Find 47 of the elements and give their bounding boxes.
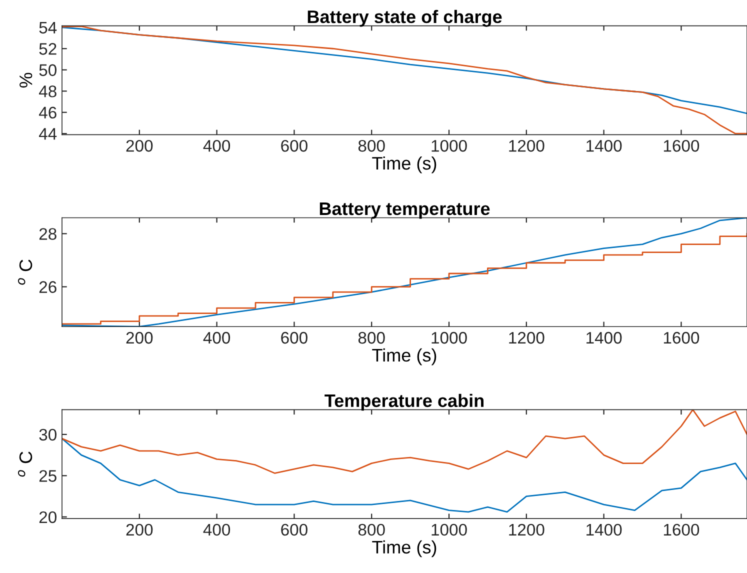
line-series	[62, 218, 747, 327]
chart-title: Battery temperature	[320, 202, 490, 219]
x-axis-title: Time (s)	[372, 540, 436, 558]
y-tick-label: 54	[39, 22, 57, 34]
x-tick-label: 1000	[432, 332, 467, 344]
x-tick-label: 1400	[586, 332, 622, 344]
y-tick-label: 44	[38, 128, 57, 140]
x-tick-label: 1200	[509, 140, 544, 152]
x-tick-label: 200	[126, 140, 153, 152]
y-tick-label: 52	[39, 43, 56, 55]
x-tick-label: 1600	[664, 524, 700, 536]
x-axis-title: Time (s)	[372, 348, 436, 366]
y-axis-title: $^{o}$ C	[18, 452, 32, 477]
x-tick-label: 400	[203, 332, 230, 344]
x-tick-label: 1400	[586, 140, 622, 152]
x-tick-label: 1000	[432, 524, 467, 536]
y-tick-label: 48	[38, 86, 56, 98]
x-tick-label: 800	[358, 332, 385, 344]
line-series	[62, 438, 747, 513]
x-tick-label: 200	[126, 332, 153, 344]
y-tick-label: 46	[38, 106, 56, 119]
x-axis-title: Time (s)	[372, 156, 436, 174]
y-tick-label: 50	[39, 64, 56, 76]
y-tick-label: 20	[39, 511, 56, 524]
y-tick-label: 26	[39, 281, 56, 293]
x-tick-label: 1000	[432, 140, 467, 152]
y-tick-label: 30	[39, 428, 56, 441]
chart-title: Battery state of charge	[308, 10, 502, 27]
x-tick-label: 1600	[664, 140, 700, 152]
y-tick-label: 25	[39, 470, 56, 482]
x-tick-label: 1400	[586, 524, 622, 536]
x-tick-label: 600	[281, 140, 308, 152]
y-axis-title: %	[20, 72, 32, 88]
line-series	[62, 26, 747, 134]
y-tick-label: 28	[39, 228, 56, 240]
x-tick-label: 600	[281, 332, 308, 344]
x-tick-label: 400	[203, 524, 230, 536]
x-tick-label: 1200	[509, 524, 544, 536]
x-tick-label: 800	[358, 524, 385, 536]
chart-title: Temperature cabin	[324, 394, 484, 411]
x-tick-label: 1200	[509, 332, 544, 344]
x-tick-label: 800	[358, 140, 385, 152]
x-tick-label: 400	[203, 140, 230, 152]
x-tick-label: 1600	[664, 332, 700, 344]
x-tick-label: 200	[126, 524, 153, 536]
y-axis-title: $^{o}$ C	[18, 260, 32, 285]
x-tick-label: 600	[281, 524, 308, 536]
